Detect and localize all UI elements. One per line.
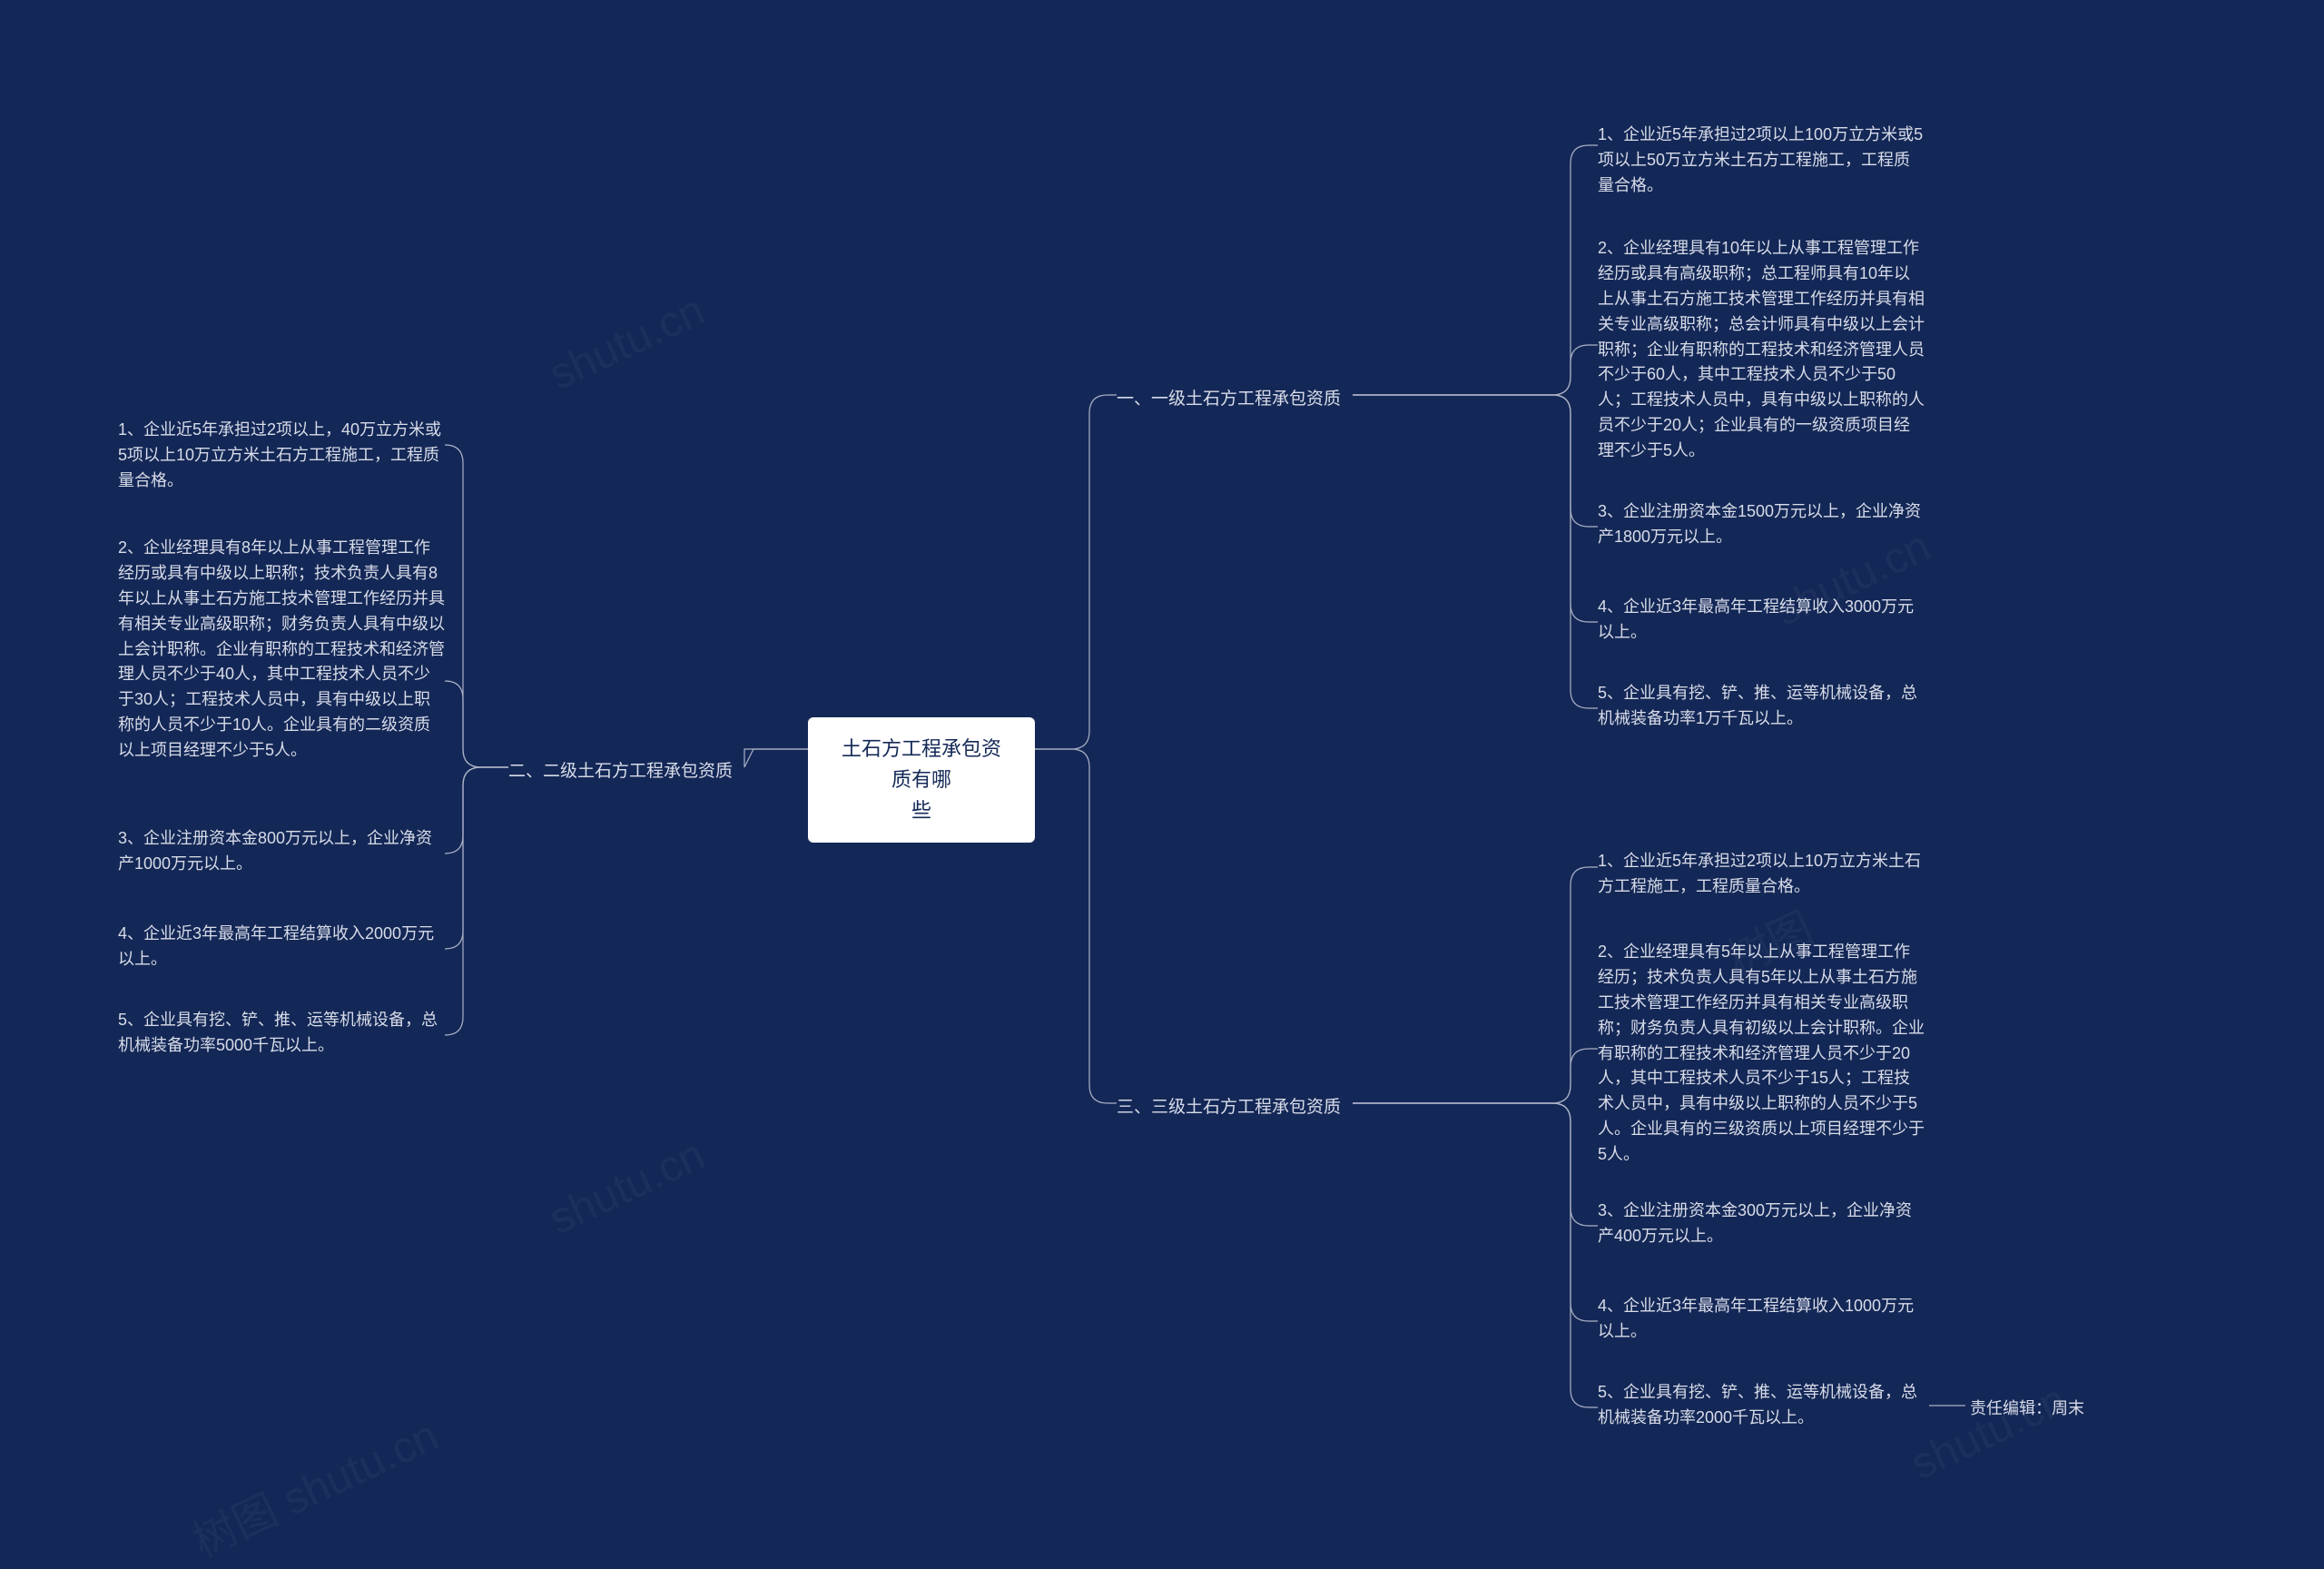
leaf-item: 5、企业具有挖、铲、推、运等机械设备，总机械装备功率1万千瓦以上。 — [1598, 681, 1925, 732]
leaf-item: 3、企业注册资本金800万元以上，企业净资产1000万元以上。 — [118, 826, 445, 877]
root-title-line1: 土石方工程承包资质有哪 — [835, 734, 1008, 795]
leaf-item: 2、企业经理具有8年以上从事工程管理工作经历或具有中级以上职称；技术负责人具有8… — [118, 536, 445, 764]
leaf-item: 2、企业经理具有5年以上从事工程管理工作经历；技术负责人具有5年以上从事土石方施… — [1598, 940, 1925, 1168]
leaf-item: 5、企业具有挖、铲、推、运等机械设备，总机械装备功率2000千瓦以上。 — [1598, 1380, 1925, 1431]
connector-lines — [0, 0, 2324, 1534]
branch-level3: 三、三级土石方工程承包资质 — [1117, 1094, 1341, 1120]
watermark: shutu.cn — [1904, 1375, 2074, 1490]
leaf-item: 1、企业近5年承担过2项以上100万立方米或5项以上50万立方米土石方工程施工，… — [1598, 123, 1925, 199]
watermark: 树图 shutu.cn — [181, 1400, 447, 1569]
leaf-item: 4、企业近3年最高年工程结算收入1000万元以上。 — [1598, 1294, 1925, 1345]
leaf-item: 4、企业近3年最高年工程结算收入2000万元以上。 — [118, 922, 445, 972]
tail-editor: 责任编辑：周末 — [1970, 1396, 2084, 1422]
leaf-item: 3、企业注册资本金300万元以上，企业净资产400万元以上。 — [1598, 1199, 1925, 1249]
leaf-item: 3、企业注册资本金1500万元以上，企业净资产1800万元以上。 — [1598, 499, 1925, 550]
leaf-item: 4、企业近3年最高年工程结算收入3000万元以上。 — [1598, 595, 1925, 646]
root-title-line2: 些 — [835, 795, 1008, 826]
leaf-item: 5、企业具有挖、铲、推、运等机械设备，总机械装备功率5000千瓦以上。 — [118, 1008, 445, 1059]
branch-level2: 二、二级土石方工程承包资质 — [508, 758, 733, 784]
watermark: shutu.cn — [542, 285, 713, 400]
root-node: 土石方工程承包资质有哪 些 — [808, 717, 1035, 843]
mindmap-canvas: shutu.cn 树图 shutu.cn shutu.cn shutu.cn s… — [0, 0, 2324, 1534]
watermark: shutu.cn — [542, 1130, 713, 1245]
leaf-item: 1、企业近5年承担过2项以上10万立方米土石方工程施工，工程质量合格。 — [1598, 849, 1925, 900]
leaf-item: 1、企业近5年承担过2项以上，40万立方米或5项以上10万立方米土石方工程施工，… — [118, 418, 445, 494]
leaf-item: 2、企业经理具有10年以上从事工程管理工作经历或具有高级职称；总工程师具有10年… — [1598, 236, 1925, 464]
branch-level1: 一、一级土石方工程承包资质 — [1117, 386, 1341, 412]
